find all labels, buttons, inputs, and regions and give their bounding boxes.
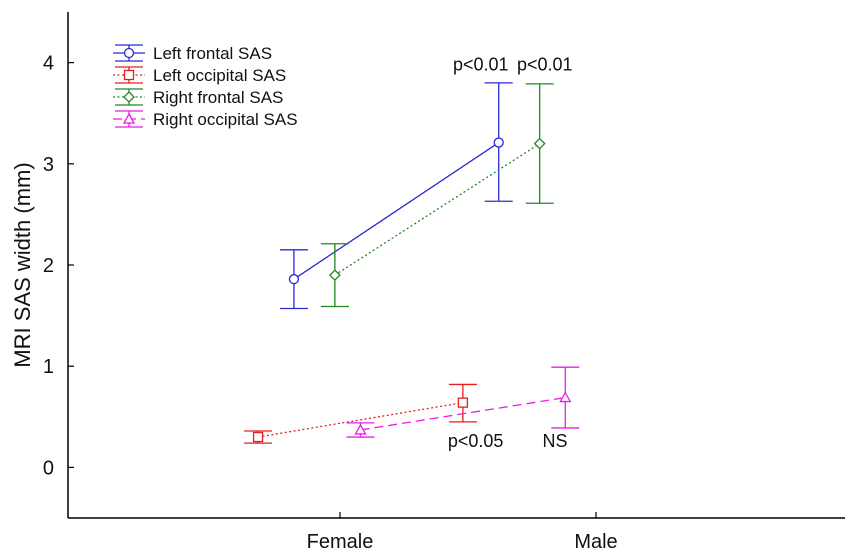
legend-item: Left occipital SAS <box>113 66 286 85</box>
annotation-label: p<0.01 <box>517 55 573 75</box>
annotation-label: p<0.01 <box>453 55 509 75</box>
legend-label: Left frontal SAS <box>153 44 272 63</box>
annotation-label: p<0.05 <box>448 431 504 451</box>
x-tick-label: Male <box>574 531 617 551</box>
data-point <box>328 269 341 282</box>
series-line <box>334 143 541 276</box>
legend-marker <box>123 69 135 81</box>
series-right-frontal-sas <box>320 83 554 308</box>
y-tick-label: 2 <box>43 255 54 277</box>
legend-marker <box>122 112 136 124</box>
data-point <box>288 274 300 285</box>
series-layer <box>244 82 580 444</box>
legend-item: Right occipital SAS <box>113 110 298 129</box>
data-point <box>559 391 572 403</box>
y-tick-label: 4 <box>43 53 54 75</box>
data-point <box>493 137 504 148</box>
legend-marker <box>123 47 135 59</box>
legend-item: Right frontal SAS <box>113 88 283 107</box>
y-tick-label: 1 <box>43 356 54 378</box>
legend-label: Right frontal SAS <box>153 88 283 107</box>
series-right-occipital-sas <box>346 366 580 438</box>
y-axis-title: MRI SAS width (mm) <box>10 162 35 367</box>
x-tick-label: Female <box>307 531 374 551</box>
data-point <box>457 397 469 408</box>
legend: Left frontal SAS Left occipital SAS Right … <box>113 44 298 129</box>
legend-label: Right occipital SAS <box>153 110 298 129</box>
legend-marker <box>123 91 135 103</box>
y-tick-label: 3 <box>43 154 54 176</box>
series-left-frontal-sas <box>279 82 513 310</box>
annotation-label: NS <box>543 431 568 451</box>
axes: 0 1 2 3 4 Female Male MRI SAS width (mm) <box>10 12 845 551</box>
data-point <box>533 137 546 150</box>
series-left-occipital-sas <box>244 383 477 444</box>
legend-label: Left occipital SAS <box>153 66 286 85</box>
legend-item: Left frontal SAS <box>113 44 272 63</box>
data-point <box>252 431 264 443</box>
series-line <box>257 401 463 438</box>
y-tick-label: 0 <box>43 457 54 479</box>
annotations: p<0.01 p<0.01 p<0.05 NS <box>448 55 573 451</box>
data-point <box>354 423 367 435</box>
series-line <box>360 396 566 431</box>
series-line <box>293 142 500 280</box>
